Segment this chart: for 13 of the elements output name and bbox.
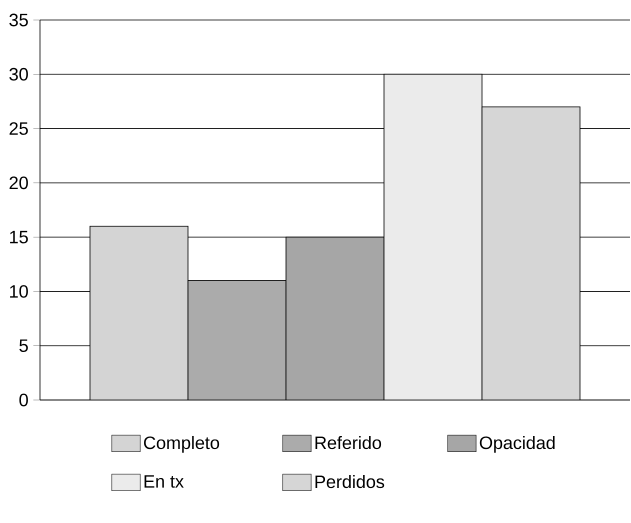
y-tick-label: 10: [10, 285, 28, 298]
y-tick-label: 25: [10, 122, 28, 135]
legend-label: Completo: [144, 436, 220, 453]
legend-label: Perdidos: [316, 474, 384, 488]
y-tick-label: 20: [10, 176, 28, 190]
y-tick-label: 5: [19, 339, 28, 352]
legend-label: Opacidad: [480, 436, 555, 453]
y-tick-label: 15: [10, 230, 28, 244]
legend-label: En tx: [144, 475, 184, 488]
legend-label: Referido: [316, 436, 382, 450]
y-tick-label: 35: [9, 14, 28, 26]
y-tick-label: 30: [9, 68, 28, 81]
y-tick-label: 0: [19, 394, 28, 406]
